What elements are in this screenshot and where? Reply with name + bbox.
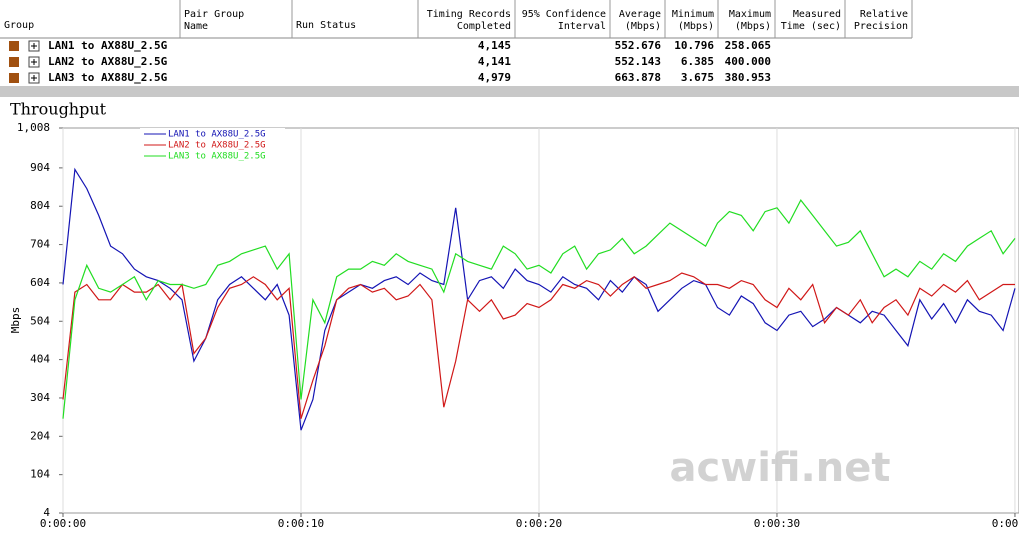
column-header: (Mbps) <box>625 21 661 32</box>
cell-value: 4,141 <box>478 55 511 68</box>
cell-value: 4,979 <box>478 71 511 84</box>
column-header: Maximum <box>729 9 771 20</box>
x-tick-label: 0:00:30 <box>754 517 800 530</box>
column-header: Pair Group <box>184 9 244 20</box>
column-header: Run Status <box>296 20 356 31</box>
series-line <box>62 167 1016 431</box>
column-header: Group <box>4 20 34 31</box>
legend-label: LAN3 to AX88U_2.5G <box>168 152 266 162</box>
cell-value: 258.065 <box>725 39 771 52</box>
legend-label: LAN1 to AX88U_2.5G <box>168 130 266 140</box>
expand-plus <box>31 75 37 81</box>
cell-value: 10.796 <box>674 39 714 52</box>
x-tick-label: 0:00:10 <box>278 517 324 530</box>
y-tick-label: 204 <box>30 429 50 442</box>
group-name: LAN3 to AX88U_2.5G <box>48 71 168 84</box>
group-name: LAN1 to AX88U_2.5G <box>48 39 168 52</box>
watermark: acwifi.net <box>670 445 891 491</box>
cell-value: 400.000 <box>725 55 771 68</box>
y-axis-label: Mbps <box>9 307 22 334</box>
chart-title: Throughput <box>10 100 107 119</box>
group-name: LAN2 to AX88U_2.5G <box>48 55 168 68</box>
column-header: Completed <box>457 21 511 32</box>
bar-icon <box>9 73 19 83</box>
column-header: Relative <box>860 9 908 20</box>
column-header: Interval <box>558 21 606 32</box>
legend-box <box>140 128 285 168</box>
series-line <box>62 198 1016 419</box>
y-tick-label: 1,008 <box>17 121 50 134</box>
y-tick-label: 4 <box>43 506 50 519</box>
column-header: Name <box>184 21 208 32</box>
cell-value: 552.676 <box>615 39 662 52</box>
cell-value: 4,145 <box>478 39 511 52</box>
column-header: Measured <box>793 9 841 20</box>
column-header: Minimum <box>672 9 714 20</box>
column-header: Average <box>619 9 661 20</box>
bar-icon <box>9 57 19 67</box>
legend-label: LAN2 to AX88U_2.5G <box>168 141 266 151</box>
expand-plus <box>31 59 37 65</box>
cell-value: 663.878 <box>615 71 661 84</box>
x-tick-label: 0:00:20 <box>516 517 562 530</box>
plot: 4 104 204 304 404 504 604 704 804 904 1,008 0:00:00… <box>17 121 1019 530</box>
column-header: (Mbps) <box>735 21 771 32</box>
y-tick-label: 104 <box>30 468 50 481</box>
y-tick-label: 804 <box>30 199 50 212</box>
column-header: (Mbps) <box>678 21 714 32</box>
y-tick-label: 504 <box>30 314 50 327</box>
column-header: 95% Confidence <box>522 9 606 20</box>
column-header: Time (sec) <box>781 21 841 32</box>
y-tick-label: 604 <box>30 276 50 289</box>
splitter <box>0 86 1019 97</box>
bar-icon <box>9 41 19 51</box>
y-tick-label: 704 <box>30 238 50 251</box>
cell-value: 552.143 <box>615 55 661 68</box>
y-tick-label: 404 <box>30 353 50 366</box>
cell-value: 3.675 <box>681 71 714 84</box>
column-header: Timing Records <box>427 9 511 20</box>
y-tick-label: 904 <box>30 161 50 174</box>
x-tick-label: 0:00:00 <box>40 517 86 530</box>
series-line <box>62 272 1015 419</box>
x-tick-label: 0:00:40 <box>992 517 1019 530</box>
cell-value: 6.385 <box>681 55 714 68</box>
y-tick-label: 304 <box>30 391 50 404</box>
cell-value: 380.953 <box>725 71 771 84</box>
column-header: Precision <box>854 21 908 32</box>
expand-plus <box>31 43 37 49</box>
